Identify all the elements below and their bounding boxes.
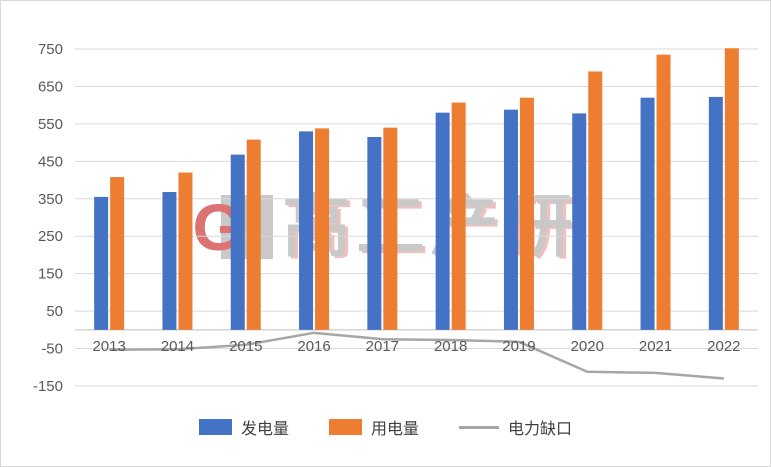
x-category-label: 2022 [707,338,740,355]
bar-用电量-2016 [315,128,330,330]
legend-swatch-consumption [328,419,362,435]
bar-用电量-2021 [656,54,671,330]
y-tick-label: -50 [41,341,63,358]
bar-发电量-2016 [299,131,314,330]
bar-用电量-2019 [519,97,534,330]
x-category-label: 2016 [297,338,330,355]
bar-发电量-2020 [572,113,587,330]
x-category-label: 2014 [161,338,194,355]
bar-用电量-2014 [178,172,193,330]
legend-label-generation: 发电量 [240,421,289,438]
bar-发电量-2014 [162,192,177,330]
y-tick-label: 50 [46,303,63,320]
bar-用电量-2022 [724,48,739,330]
bar-用电量-2013 [110,177,125,330]
x-category-label: 2018 [434,338,467,355]
y-tick-label: -150 [33,378,63,395]
bar-发电量-2022 [708,96,723,330]
x-category-label: 2015 [229,338,262,355]
legend-swatch-generation [198,419,232,435]
x-category-label: 2017 [366,338,399,355]
bar-发电量-2015 [230,154,245,330]
chart-canvas: -150 -50 50 150 250 350 450 550 650 750 2013 2014 20… [33,41,758,395]
x-category-label: 2019 [502,338,535,355]
line-电力缺口 [109,331,724,380]
bar-用电量-2017 [383,127,398,330]
y-tick-label: 150 [38,266,63,283]
legend-item-gap: 电力缺口 [459,415,572,439]
y-tick-label: 250 [38,228,63,245]
chart-legend: 发电量 用电量 电力缺口 [1,415,770,439]
y-tick-label: 350 [38,191,63,208]
bar-用电量-2015 [246,139,261,330]
y-tick-label: 550 [38,116,63,133]
y-tick-label: 650 [38,78,63,95]
bar-发电量-2013 [94,196,109,330]
bar-发电量-2019 [503,109,518,330]
bar-用电量-2018 [451,102,466,330]
x-category-label: 2021 [639,338,672,355]
legend-label-consumption: 用电量 [370,421,419,438]
legend-item-generation: 发电量 [198,415,289,439]
x-category-label: 2020 [571,338,604,355]
bar-用电量-2020 [588,71,603,330]
x-category-label: 2013 [92,338,125,355]
y-tick-label: 750 [38,41,63,58]
bar-发电量-2021 [640,97,655,330]
legend-item-consumption: 用电量 [328,415,419,439]
bar-发电量-2018 [435,112,450,330]
bar-发电量-2017 [367,136,382,330]
legend-label-gap: 电力缺口 [508,421,573,438]
y-tick-label: 450 [38,153,63,170]
legend-swatch-gap [459,425,499,429]
